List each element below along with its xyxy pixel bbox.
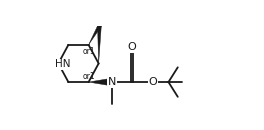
Text: N: N (108, 77, 116, 87)
Polygon shape (98, 26, 101, 63)
Text: HN: HN (55, 59, 71, 69)
Polygon shape (88, 26, 101, 45)
Text: or1: or1 (83, 72, 96, 81)
Text: O: O (128, 42, 136, 52)
Text: O: O (149, 77, 157, 87)
Polygon shape (88, 78, 112, 86)
Text: or1: or1 (83, 47, 96, 56)
